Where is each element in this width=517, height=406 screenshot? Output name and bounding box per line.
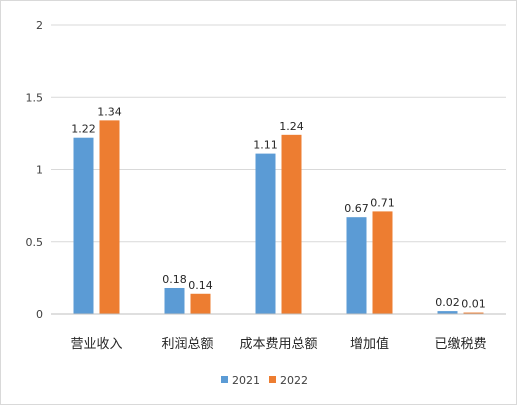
legend-label: 2022 (280, 374, 308, 387)
x-axis: 营业收入 利润总额 成本费用总额 增加值 已缴税费 (51, 313, 506, 352)
data-label-2021-2: 1.11 (253, 139, 278, 152)
gridlines (51, 24, 506, 243)
y-tick-label: 0 (36, 308, 43, 321)
legend-label: 2021 (232, 374, 260, 387)
y-tick-label: 1.5 (26, 91, 44, 104)
data-label-2021-0: 1.22 (71, 123, 96, 136)
bar-2021-0 (73, 137, 94, 314)
data-label-2021-4: 0.02 (435, 296, 460, 309)
y-tick-label: 0.5 (26, 236, 44, 249)
legend-swatch (221, 376, 228, 383)
y-tick-label: 2 (36, 19, 43, 32)
bar-2021-2 (255, 153, 276, 314)
y-axis: 0 0.5 1 1.5 2 (26, 19, 44, 321)
bar-2022-4 (463, 312, 484, 314)
data-labels: 1.221.34 0.18 0.14 1.111.24 0.67 0.71 0.02 0.01 (71, 105, 486, 310)
x-category-label: 营业收入 (70, 337, 122, 352)
x-category-label: 利润总额 (161, 337, 213, 352)
x-category-label: 已缴税费 (434, 337, 486, 352)
bar-2022-0 (99, 120, 120, 315)
bar-2022-1 (190, 293, 211, 314)
bar-2021-1 (164, 287, 185, 314)
bar-2022-3 (372, 211, 393, 314)
legend-item-2021: 2021 (221, 374, 260, 387)
data-label-2022-0: 1.34 (97, 105, 122, 118)
bar-2021-3 (346, 217, 367, 314)
data-label-2022-1: 0.14 (188, 279, 213, 292)
legend-item-2022: 2022 (269, 374, 308, 387)
data-label-2022-4: 0.01 (461, 298, 486, 311)
bar-2022-2 (281, 134, 302, 314)
x-category-label: 成本费用总额 (239, 337, 317, 352)
legend-swatch (269, 376, 276, 383)
bar-2021-4 (437, 311, 458, 314)
y-tick-label: 1 (36, 164, 43, 177)
data-label-2021-1: 0.18 (162, 273, 187, 286)
x-category-label: 增加值 (350, 336, 389, 352)
legend: 2021 2022 (221, 374, 308, 387)
data-label-2022-2: 1.24 (279, 120, 304, 133)
data-label-2022-3: 0.71 (370, 196, 395, 209)
bars (73, 120, 484, 315)
data-label-2021-3: 0.67 (344, 202, 369, 215)
